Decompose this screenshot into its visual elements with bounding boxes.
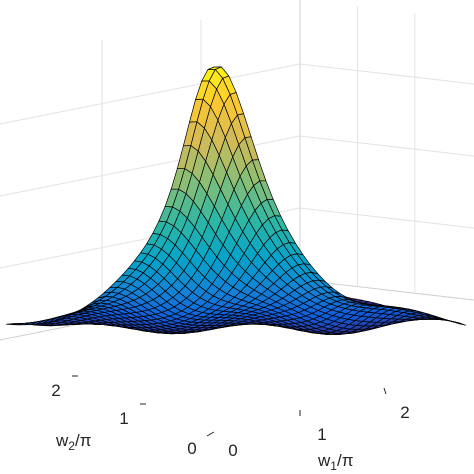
y-tick-label: 2 <box>51 381 60 400</box>
x-tick-mark <box>206 431 215 437</box>
x-tick-label: 2 <box>400 403 409 422</box>
grid-line-right <box>299 207 474 229</box>
tick-labels: 0 1 2 0 1 2 <box>51 375 410 460</box>
grid-line-left <box>0 63 301 125</box>
x-tick-mark <box>383 387 387 395</box>
surface-patch <box>207 66 222 70</box>
y-tick-label: 1 <box>119 409 128 428</box>
x-tick-label: 1 <box>317 425 326 444</box>
grid-line-right <box>299 135 474 157</box>
back-floor-edge-x <box>299 279 474 301</box>
y-tick-label: 0 <box>187 439 196 458</box>
surface-mesh <box>5 66 467 335</box>
grid-line-right <box>299 63 474 85</box>
x-tick-label: 0 <box>228 441 237 460</box>
y-axis-label: w2/π <box>55 431 91 453</box>
x-axis-label: w1/π <box>317 451 353 473</box>
